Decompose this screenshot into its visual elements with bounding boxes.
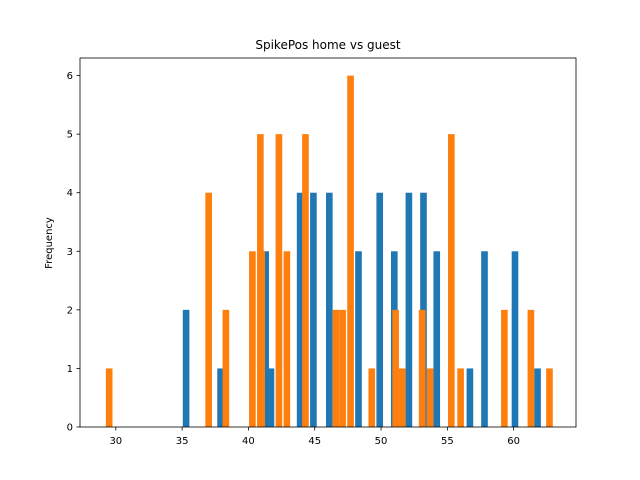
y-tick-label: 6 bbox=[67, 71, 73, 82]
bar-series2-0 bbox=[105, 368, 113, 427]
bar-series2-11 bbox=[347, 75, 354, 427]
bar-series1-2 bbox=[262, 251, 269, 427]
y-tick-label: 4 bbox=[67, 188, 73, 199]
bar-series2-7 bbox=[283, 251, 291, 427]
y-tick-label: 5 bbox=[67, 130, 73, 141]
bar-series1-0 bbox=[182, 309, 190, 427]
bar-series1-16 bbox=[534, 368, 541, 427]
x-tick-label: 45 bbox=[308, 436, 321, 447]
bar-series2-17 bbox=[448, 134, 455, 427]
bar-series2-20 bbox=[527, 309, 535, 427]
bar-series1-13 bbox=[466, 368, 474, 427]
y-tick-label: 0 bbox=[67, 423, 73, 434]
bar-series2-3 bbox=[249, 251, 256, 427]
bar-series1-1 bbox=[217, 368, 224, 427]
bar-series2-21 bbox=[546, 368, 553, 427]
x-tick-label: 30 bbox=[109, 436, 122, 447]
bar-series2-5 bbox=[258, 251, 265, 427]
bar-series2-2 bbox=[222, 309, 230, 427]
bar-series2-10 bbox=[339, 309, 346, 427]
plot-frame bbox=[79, 57, 577, 428]
bar-series1-15 bbox=[511, 251, 519, 427]
bar-series2-9 bbox=[332, 309, 340, 427]
chart-title: SpikePos home vs guest bbox=[255, 38, 401, 52]
bar-series1-6 bbox=[326, 192, 333, 427]
bar-series1-8 bbox=[376, 192, 384, 427]
bar-series2-18 bbox=[457, 368, 464, 427]
y-tick-label: 3 bbox=[67, 247, 73, 258]
y-tick-label: 1 bbox=[67, 364, 73, 375]
bar-series2-1 bbox=[205, 192, 212, 427]
bar-series1-14 bbox=[481, 251, 488, 427]
x-tick-label: 55 bbox=[441, 436, 454, 447]
bars-group bbox=[105, 75, 553, 427]
x-tick-label: 40 bbox=[242, 436, 255, 447]
bar-series2-12 bbox=[368, 368, 376, 427]
y-tick-label: 2 bbox=[67, 305, 73, 316]
bar-series2-6 bbox=[275, 134, 283, 427]
bar-series2-15 bbox=[418, 309, 426, 427]
x-tick-label: 35 bbox=[176, 436, 189, 447]
bar-series1-12 bbox=[433, 251, 441, 427]
bar-series1-11 bbox=[420, 192, 427, 427]
x-tick-label: 50 bbox=[375, 436, 388, 447]
bar-series2-19 bbox=[501, 309, 508, 427]
x-tick-label: 60 bbox=[507, 436, 520, 447]
bar-series2-14 bbox=[398, 368, 406, 427]
bar-series1-5 bbox=[310, 192, 317, 427]
bar-series1-3 bbox=[267, 368, 275, 427]
bar-series1-4 bbox=[296, 192, 304, 427]
bar-series1-7 bbox=[355, 251, 362, 427]
bar-series2-8 bbox=[302, 134, 309, 427]
y-axis-label: Frequency bbox=[44, 217, 55, 269]
bar-series2-16 bbox=[426, 368, 434, 427]
bar-series2-13 bbox=[392, 309, 399, 427]
bar-series1-10 bbox=[405, 192, 413, 427]
